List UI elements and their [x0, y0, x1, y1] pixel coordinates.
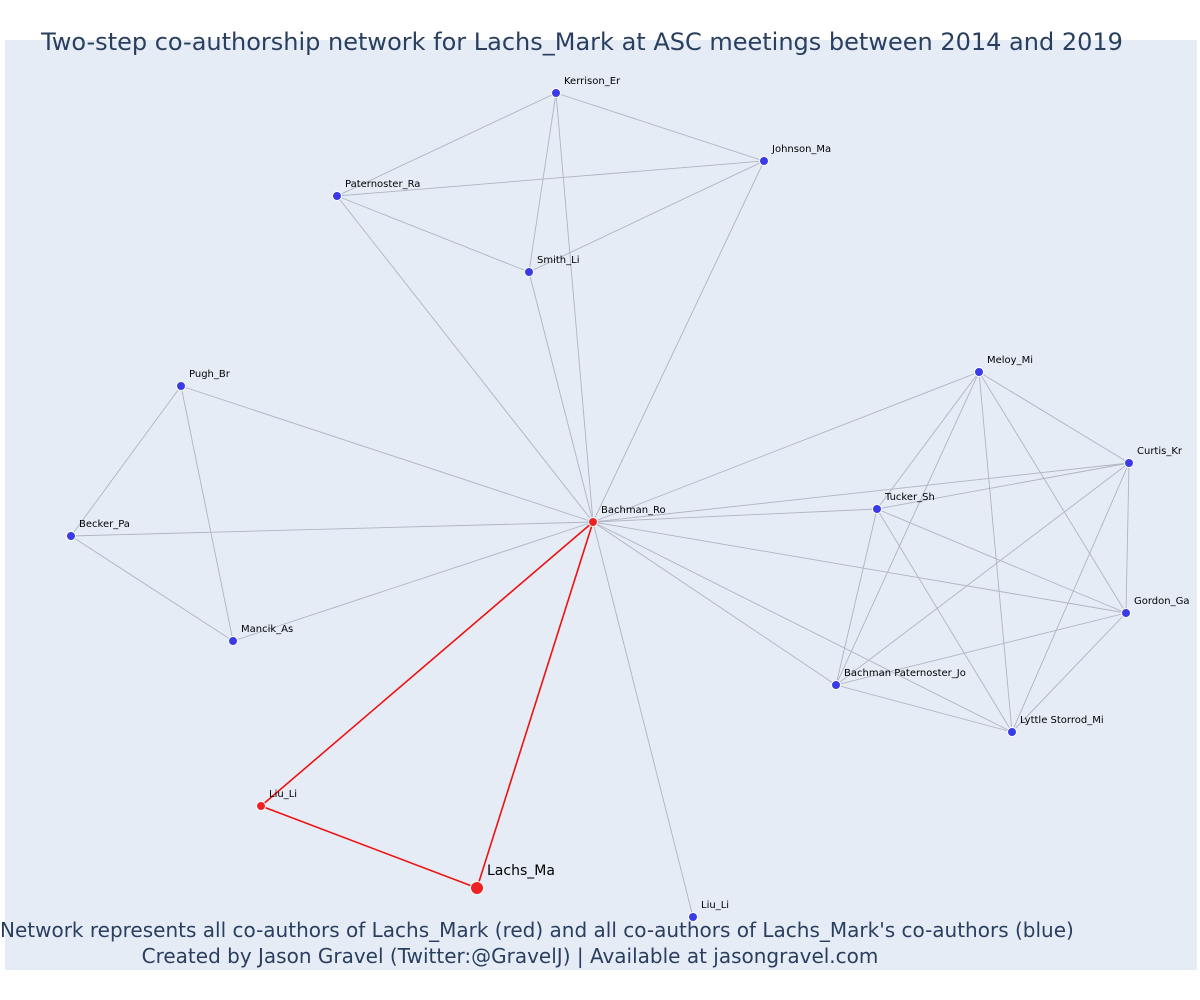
node-pugh[interactable]: [176, 381, 186, 391]
node-becker[interactable]: [66, 531, 76, 541]
node-liu_red[interactable]: [256, 801, 266, 811]
edge-meloy-curtis: [978, 371, 1130, 464]
edge-meloy-gordon: [978, 371, 1127, 614]
node-liu_blue[interactable]: [688, 912, 698, 922]
caption-line-2: Created by Jason Gravel (Twitter:@Gravel…: [141, 944, 879, 968]
node-label-johnson: Johnson_Ma: [771, 144, 831, 155]
edge-bachman_ro-tucker: [592, 508, 878, 523]
node-label-paternoster: Paternoster_Ra: [345, 179, 420, 190]
node-label-liu_blue: Liu_Li: [701, 900, 729, 911]
edge-meloy-lyttle: [978, 371, 1013, 733]
node-johnson[interactable]: [759, 156, 769, 166]
edge-bachman_pat-lyttle: [835, 684, 1013, 733]
edge-tucker-gordon: [876, 508, 1127, 614]
edge-bachman_ro-meloy: [592, 371, 980, 523]
node-kerrison[interactable]: [551, 88, 561, 98]
edge-gordon-bachman_pat: [835, 612, 1127, 686]
edge-curtis-gordon: [1125, 462, 1130, 614]
node-label-bachman_pat: Bachman Paternoster_Jo: [844, 668, 966, 679]
edge-bachman_ro-bachman_pat: [592, 521, 837, 686]
node-label-curtis: Curtis_Kr: [1137, 446, 1183, 457]
node-lyttle[interactable]: [1007, 727, 1017, 737]
node-curtis[interactable]: [1124, 458, 1134, 468]
edge-johnson-bachman_ro: [592, 160, 765, 523]
edge-meloy-bachman_pat: [835, 371, 980, 686]
edge-smith-bachman_ro: [528, 271, 594, 523]
node-label-becker: Becker_Pa: [79, 519, 130, 530]
edge-pugh-bachman_ro: [180, 385, 594, 523]
node-label-liu_red: Liu_Li: [269, 789, 297, 800]
label-layer: Lachs_Ma Bachman_Ro Liu_Li Kerrison_Er Johns…: [79, 76, 1189, 911]
edge-layer: [70, 92, 1130, 918]
edge-tucker-lyttle: [876, 508, 1013, 733]
edge-tucker-bachman_pat: [835, 508, 878, 686]
edge-paternoster-smith: [336, 195, 530, 273]
edge-johnson-smith: [528, 160, 765, 273]
node-label-lachs: Lachs_Ma: [487, 863, 555, 879]
caption-line-1: Network represents all co-authors of Lac…: [0, 918, 1074, 942]
edge-curtis-tucker: [876, 462, 1130, 510]
edge-bachman_ro-liu_blue: [592, 521, 694, 918]
node-meloy[interactable]: [974, 367, 984, 377]
edge-liu_red-bachman_ro: [260, 521, 594, 807]
node-label-gordon: Gordon_Ga: [1134, 596, 1189, 607]
node-label-mancik: Mancik_As: [241, 624, 293, 635]
chart-title: Two-step co-authorship network for Lachs…: [41, 28, 1123, 56]
edge-mancik-bachman_ro: [232, 521, 594, 642]
node-tucker[interactable]: [872, 504, 882, 514]
edge-pugh-becker: [70, 385, 182, 537]
edge-curtis-lyttle: [1011, 462, 1130, 733]
node-label-tucker: Tucker_Sh: [884, 492, 935, 503]
node-label-lyttle: Lyttle Storrod_Mi: [1020, 715, 1104, 726]
node-label-meloy: Meloy_Mi: [987, 355, 1033, 366]
node-bachman_pat[interactable]: [831, 680, 841, 690]
node-bachman_ro[interactable]: [588, 517, 598, 527]
edge-bachman_ro-lyttle: [592, 521, 1013, 733]
edge-bachman_ro-gordon: [592, 521, 1127, 614]
node-label-smith: Smith_Li: [537, 255, 579, 266]
edge-paternoster-bachman_ro: [336, 195, 594, 523]
edge-lachs-liu_red: [260, 805, 478, 889]
edge-pugh-mancik: [180, 385, 234, 642]
node-gordon[interactable]: [1121, 608, 1131, 618]
node-label-pugh: Pugh_Br: [189, 369, 231, 380]
node-paternoster[interactable]: [332, 191, 342, 201]
edge-kerrison-bachman_ro: [555, 92, 594, 523]
node-layer: [66, 88, 1134, 922]
edge-curtis-bachman_pat: [835, 462, 1130, 686]
edge-gordon-lyttle: [1011, 612, 1127, 733]
edge-kerrison-paternoster: [336, 92, 557, 197]
edge-meloy-tucker: [876, 371, 980, 510]
edge-kerrison-johnson: [555, 92, 765, 162]
node-mancik[interactable]: [228, 636, 238, 646]
edge-becker-bachman_ro: [70, 521, 594, 537]
edge-lachs-bachman_ro: [476, 521, 594, 889]
node-smith[interactable]: [524, 267, 534, 277]
edge-kerrison-smith: [528, 92, 557, 273]
node-label-bachman_ro: Bachman_Ro: [601, 505, 666, 516]
edge-johnson-paternoster: [336, 160, 765, 197]
node-label-kerrison: Kerrison_Er: [564, 76, 621, 87]
edge-bachman_ro-curtis: [592, 462, 1130, 523]
node-lachs[interactable]: [470, 881, 484, 895]
edge-becker-mancik: [70, 535, 234, 642]
